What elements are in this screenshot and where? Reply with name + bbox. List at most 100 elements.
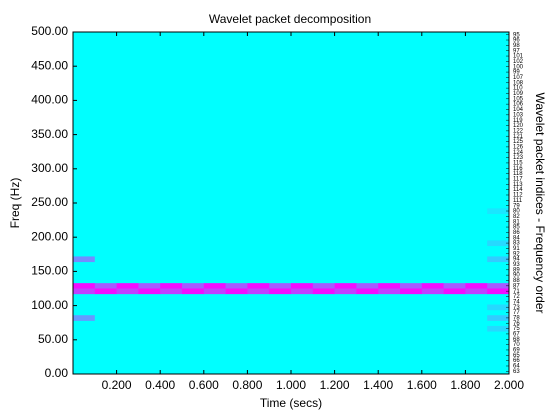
- heatmap-cell: [94, 304, 117, 311]
- heatmap-cell: [160, 283, 183, 289]
- heatmap-cell: [182, 288, 205, 295]
- y2-tick-label: 119: [513, 118, 523, 124]
- heatmap-cell: [291, 256, 314, 263]
- y2-tick-label: 63: [513, 369, 520, 375]
- heatmap-cell: [269, 283, 292, 289]
- heatmap-cell: [269, 240, 292, 247]
- y2-tick-label: 80: [513, 209, 520, 215]
- y-tick-label: 450.00: [31, 58, 68, 72]
- heatmap-cell: [182, 283, 205, 289]
- y2-tick-label: 115: [513, 161, 523, 167]
- heatmap-cell: [421, 283, 444, 289]
- heatmap-cell: [334, 256, 357, 263]
- heatmap-cell: [291, 283, 314, 289]
- heatmap-cell: [465, 315, 488, 321]
- heatmap-cell: [487, 288, 510, 295]
- heatmap-cell: [378, 325, 401, 332]
- heatmap-cell: [400, 256, 423, 263]
- heatmap-cell: [225, 256, 248, 263]
- heatmap-cell: [203, 315, 226, 321]
- heatmap-cell: [116, 315, 139, 321]
- y-tick-label: 250.00: [31, 195, 68, 209]
- y2-tick-label: 107: [513, 75, 524, 81]
- heatmap-cell: [94, 325, 117, 332]
- heatmap-cell: [225, 304, 248, 311]
- heatmap-cell: [138, 304, 161, 311]
- heatmap-cell: [400, 315, 423, 321]
- y2-tick-label: 112: [513, 193, 523, 199]
- heatmap-cell: [73, 315, 96, 321]
- heatmap-cell: [487, 208, 510, 214]
- heatmap-cell: [356, 315, 379, 321]
- heatmap-cell: [182, 256, 205, 263]
- y2-tick-label: 92: [513, 251, 520, 257]
- heatmap-cell: [312, 208, 335, 214]
- heatmap-cell: [356, 240, 379, 247]
- heatmap-cell: [291, 315, 314, 321]
- heatmap-cell: [138, 208, 161, 214]
- heatmap-cell: [247, 325, 270, 332]
- y2-tick-label: 96: [513, 38, 520, 44]
- heatmap-cell: [487, 325, 510, 332]
- x-tick-label: 0.800: [232, 378, 262, 392]
- y2-tick-label: 73: [513, 305, 520, 311]
- heatmap-cell: [312, 240, 335, 247]
- heatmap-cell: [138, 283, 161, 289]
- heatmap-background: [73, 32, 509, 374]
- heatmap-cell: [356, 256, 379, 263]
- y2-tick-label: 90: [513, 273, 520, 279]
- heatmap-cell: [291, 325, 314, 332]
- heatmap-cell: [465, 304, 488, 311]
- x-tick-label: 0.200: [102, 378, 132, 392]
- x-tick-label: 1.000: [276, 378, 306, 392]
- y2-tick-label: 101: [513, 54, 524, 60]
- y2-tick-label: 100: [513, 64, 524, 70]
- heatmap-cell: [378, 208, 401, 214]
- heatmap-cell: [443, 325, 466, 332]
- heatmap-cell: [421, 240, 444, 247]
- y2-tick-label: 67: [513, 332, 520, 338]
- heatmap-cell: [138, 325, 161, 332]
- heatmap-cell: [334, 240, 357, 247]
- y2-tick-label: 77: [513, 310, 520, 316]
- heatmap-cell: [443, 315, 466, 321]
- heatmap-cell: [269, 315, 292, 321]
- heatmap-cell: [378, 283, 401, 289]
- y2-tick-label: 87: [513, 283, 520, 289]
- heatmap-cell: [116, 256, 139, 263]
- heatmap-cell: [421, 256, 444, 263]
- heatmap-cell: [378, 288, 401, 295]
- heatmap-cell: [421, 325, 444, 332]
- heatmap-cell: [465, 288, 488, 295]
- heatmap-cell: [334, 325, 357, 332]
- y2-tick-label: 74: [513, 299, 520, 305]
- heatmap-cell: [247, 240, 270, 247]
- x-tick-label: 1.800: [450, 378, 480, 392]
- y-axis-label: Freq (Hz): [8, 178, 22, 229]
- heatmap-cell: [378, 315, 401, 321]
- heatmap-cell: [378, 240, 401, 247]
- y2-tick-label: 118: [513, 171, 523, 177]
- heatmap-cell: [73, 325, 96, 332]
- heatmap-cell: [443, 283, 466, 289]
- y2-axis-label: Wavelet packet indices - Frequency order: [533, 93, 547, 314]
- heatmap-cell: [73, 208, 96, 214]
- heatmap-cell: [378, 256, 401, 263]
- heatmap-cell: [247, 256, 270, 263]
- y2-tick-label: 72: [513, 294, 520, 300]
- heatmap-cell: [421, 304, 444, 311]
- heatmap-cell: [73, 256, 96, 263]
- y2-tick-label: 95: [513, 32, 520, 38]
- heatmap-cell: [203, 256, 226, 263]
- heatmap-cell: [443, 240, 466, 247]
- y-tick-label: 200.00: [31, 229, 68, 243]
- heatmap-cell: [247, 288, 270, 295]
- heatmap-cell: [116, 288, 139, 295]
- y2-tick-label: 99: [513, 70, 520, 76]
- y2-tick-label: 68: [513, 337, 520, 343]
- heatmap-cell: [182, 325, 205, 332]
- y2-tick-label: 81: [513, 219, 520, 225]
- heatmap-cell: [291, 304, 314, 311]
- heatmap-cell: [269, 208, 292, 214]
- heatmap-cell: [94, 315, 117, 321]
